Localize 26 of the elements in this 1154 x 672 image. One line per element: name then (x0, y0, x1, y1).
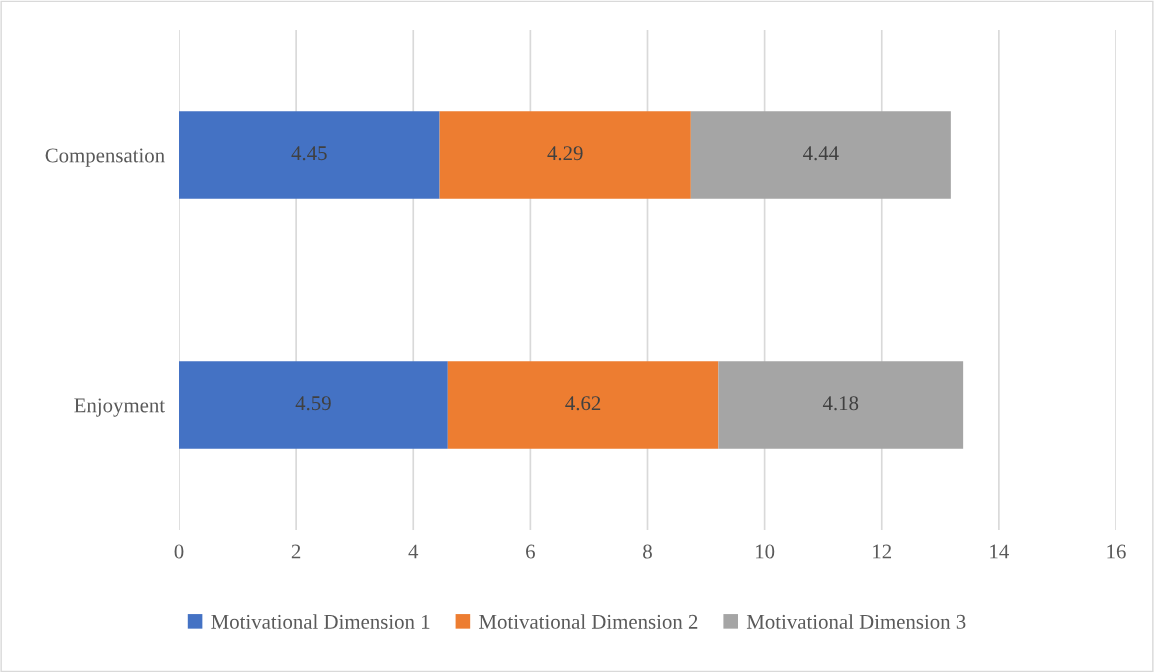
x-tick-label: 14 (990, 544, 1009, 559)
legend-label: Motivational Dimension 3 (746, 614, 966, 629)
bar (179, 361, 448, 449)
bar (718, 361, 964, 449)
legend-label: Motivational Dimension 1 (211, 614, 430, 629)
data-label: 4.59 (295, 396, 331, 411)
bar (447, 361, 719, 449)
data-label: 4.45 (291, 146, 327, 161)
bar (439, 111, 691, 199)
bar (179, 111, 440, 199)
data-label: 4.62 (565, 396, 601, 411)
x-tick-label: 2 (291, 544, 301, 559)
y-tick-label: Enjoyment (74, 398, 165, 417)
x-tick-label: 6 (526, 544, 535, 559)
legend-label: Motivational Dimension 2 (479, 614, 698, 629)
x-tick-label: 4 (408, 544, 419, 559)
x-tick-label: 10 (756, 544, 775, 559)
x-tick-label: 16 (1107, 544, 1126, 559)
data-label: 4.44 (803, 146, 839, 161)
y-tick-label: Compensation (45, 148, 165, 167)
bar (690, 111, 951, 199)
x-tick-label: 12 (873, 544, 892, 559)
x-tick-label: 8 (643, 544, 652, 559)
data-label: 4.18 (822, 396, 859, 411)
data-label: 4.29 (547, 146, 583, 161)
x-tick-label: 0 (174, 544, 184, 559)
